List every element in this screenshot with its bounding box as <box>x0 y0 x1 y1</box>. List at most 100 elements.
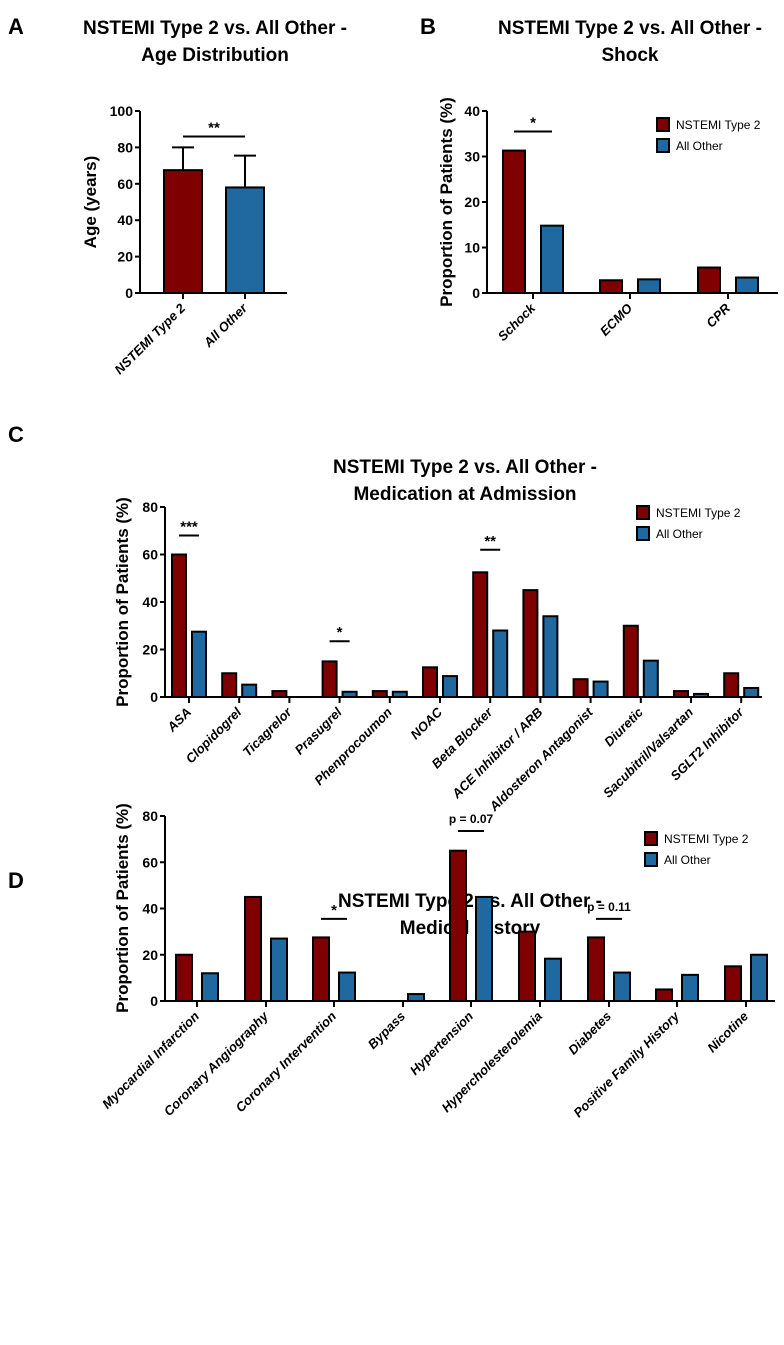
legend-label: All Other <box>664 853 711 867</box>
x-tick-label: NSTEMI Type 2 <box>111 300 188 377</box>
x-tick-label: NOAC <box>407 704 445 742</box>
x-tick-label: Bypass <box>365 1009 408 1052</box>
x-tick-label: CPR <box>703 300 733 330</box>
legend-swatch <box>636 526 650 541</box>
bar-nstemi-type-2 <box>723 672 740 698</box>
bar-all-other <box>241 683 258 699</box>
y-tick-label: 80 <box>142 499 158 515</box>
bar-all-other <box>693 692 709 698</box>
x-tick-label: Aldosteron Antagonist <box>486 704 597 815</box>
bar-all-other <box>338 971 356 1003</box>
bar-nstemi-type-2 <box>518 930 536 1002</box>
y-axis-label: Proportion of Patients (%) <box>437 97 456 307</box>
x-tick-label: Diuretic <box>601 704 646 749</box>
bar-nstemi-type-2 <box>502 149 526 294</box>
legend-swatch <box>656 117 670 132</box>
bar-nstemi-type-2 <box>673 690 689 698</box>
chart-title: NSTEMI Type 2 vs. All Other - <box>83 18 347 39</box>
y-tick-label: 0 <box>150 689 158 705</box>
y-tick-label: 20 <box>142 642 158 658</box>
bar-nstemi-type-2 <box>171 553 187 698</box>
y-tick-label: 80 <box>142 808 158 824</box>
bar-all-other <box>225 186 265 294</box>
significance-label: * <box>337 624 343 641</box>
bar-all-other <box>341 690 358 699</box>
x-tick-label: All Other <box>200 300 251 351</box>
chart-title: Age Distribution <box>141 45 289 66</box>
x-tick-label: Sacubitril/Valsartan <box>600 704 696 800</box>
legend: NSTEMI Type 2 All Other <box>636 505 741 541</box>
bar-nstemi-type-2 <box>655 988 673 1002</box>
bar-all-other <box>442 675 458 698</box>
chart-title: Medication at Admission <box>353 484 576 505</box>
panel-letter: B <box>420 14 436 39</box>
significance-label: p = 0.07 <box>449 812 494 826</box>
bar-nstemi-type-2 <box>697 266 721 294</box>
significance-label: ** <box>208 119 220 136</box>
x-tick-label: ACE Inhibitor / ARB <box>448 705 545 802</box>
legend-swatch <box>636 505 650 520</box>
bar-nstemi-type-2 <box>321 660 338 698</box>
chart-title: NSTEMI Type 2 vs. All Other - <box>498 18 762 39</box>
bar-all-other <box>743 686 760 698</box>
bar-all-other <box>475 895 493 1002</box>
bar-nstemi-type-2 <box>271 690 288 698</box>
y-tick-label: 20 <box>117 249 133 265</box>
bar-nstemi-type-2 <box>522 589 539 698</box>
bar-all-other <box>592 680 609 698</box>
panel-b: B NSTEMI Type 2 vs. All Other - Shock 0 10 20… <box>420 14 778 344</box>
bar-all-other <box>544 957 562 1003</box>
x-tick-label: Ticagrelor <box>240 704 296 760</box>
bar-all-other <box>681 973 699 1003</box>
x-tick-label: Schock <box>495 300 539 344</box>
bar-all-other <box>540 224 564 294</box>
bar-nstemi-type-2 <box>572 678 589 698</box>
bar-all-other <box>613 971 631 1003</box>
y-tick-label: 60 <box>142 854 158 870</box>
y-tick-label: 20 <box>142 947 158 963</box>
bar-nstemi-type-2 <box>472 571 489 698</box>
y-tick-label: 0 <box>150 993 158 1009</box>
bar-nstemi-type-2 <box>175 953 193 1002</box>
bar-nstemi-type-2 <box>244 895 262 1002</box>
legend-label: All Other <box>676 139 723 153</box>
bar-nstemi-type-2 <box>312 936 330 1002</box>
bar-all-other <box>492 629 509 698</box>
y-tick-label: 40 <box>117 212 133 228</box>
x-tick-label: Hypertension <box>407 1008 476 1077</box>
panel-letter: A <box>8 14 24 39</box>
y-tick-label: 20 <box>464 194 480 210</box>
legend-swatch <box>656 138 670 153</box>
bar-all-other <box>407 993 425 1002</box>
y-tick-label: 0 <box>472 285 480 301</box>
y-axis-label: Proportion of Patients (%) <box>113 497 132 707</box>
significance-label: * <box>331 902 337 919</box>
bar-all-other <box>542 615 559 698</box>
significance-label: * <box>530 114 536 131</box>
bar-nstemi-type-2 <box>422 666 438 698</box>
y-tick-label: 80 <box>117 139 133 155</box>
significance-label: ** <box>484 533 496 550</box>
bar-nstemi-type-2 <box>371 690 388 698</box>
y-tick-label: 10 <box>464 240 480 256</box>
y-axis-label: Proportion of Patients (%) <box>113 803 132 1013</box>
legend-label: NSTEMI Type 2 <box>676 118 761 132</box>
y-tick-label: 60 <box>142 547 158 563</box>
bar-all-other <box>201 972 219 1002</box>
bar-nstemi-type-2 <box>221 672 238 698</box>
bar-all-other <box>391 690 408 699</box>
significance-label: *** <box>180 519 198 536</box>
bar-nstemi-type-2 <box>449 849 467 1002</box>
legend-label: All Other <box>656 527 703 541</box>
chart-title: Shock <box>601 45 658 66</box>
bar-nstemi-type-2 <box>599 279 623 295</box>
panel-letter: D <box>8 868 24 893</box>
x-tick-label: Diabetes <box>565 1009 614 1058</box>
y-tick-label: 100 <box>110 103 134 119</box>
panel-a: A NSTEMI Type 2 vs. All Other - Age Distri… <box>8 14 347 377</box>
chart-title: Medical History <box>400 918 541 939</box>
x-tick-label: ECMO <box>597 301 635 339</box>
significance-label: p = 0.11 <box>587 900 631 914</box>
legend-swatch <box>644 831 658 846</box>
